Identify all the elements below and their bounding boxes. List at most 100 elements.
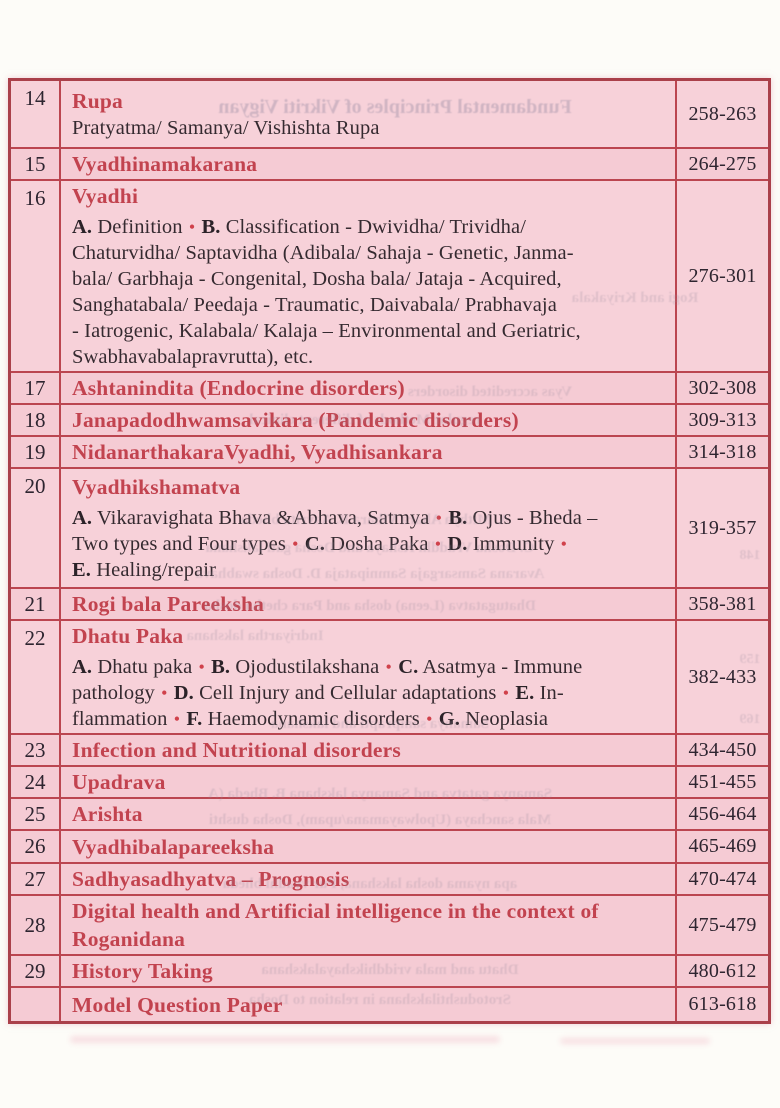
- bullet-icon: •: [173, 709, 181, 729]
- chapter-cell: Model Question Paper: [61, 988, 675, 1021]
- chapter-number: 28: [11, 896, 61, 954]
- table-row: 29 History Taking 480-612: [11, 954, 768, 986]
- bullet-icon: •: [292, 534, 299, 554]
- page-range: 319-357: [675, 469, 768, 587]
- bullet-icon: •: [560, 534, 568, 554]
- bullet-icon: •: [198, 657, 205, 677]
- table-row: 17 Ashtanindita (Endocrine disorders) 302-…: [11, 371, 768, 403]
- bullet-icon: •: [426, 709, 433, 729]
- bullet-icon: •: [385, 657, 392, 677]
- page-range: 470-474: [675, 864, 768, 894]
- chapter-cell: NidanarthakaraVyadhi, Vyadhisankara: [61, 437, 675, 467]
- chapter-number: 25: [11, 799, 61, 829]
- table-row: 18 Janapadodhwamsavikara (Pandemic disord…: [11, 403, 768, 435]
- chapter-detail-line: flammation • F. Haemodynamic disorders •…: [72, 708, 549, 730]
- table-row: 21 Rogi bala Pareeksha 358-381: [11, 587, 768, 619]
- chapter-number: 24: [11, 767, 61, 797]
- bullet-icon: •: [188, 217, 196, 237]
- chapter-title: Dhatu Paka: [72, 624, 184, 648]
- chapter-title: Vyadhi: [72, 184, 139, 208]
- chapter-title: Ashtanindita (Endocrine disorders): [72, 376, 405, 400]
- chapter-number: 16: [11, 181, 61, 371]
- chapter-detail-line: bala/ Garbhaja - Congenital, Dosha bala/…: [72, 268, 562, 290]
- chapter-detail-line: pathology • D. Cell Injury and Cellular …: [72, 682, 564, 704]
- chapter-title: Rupa: [72, 89, 123, 113]
- chapter-number: 27: [11, 864, 61, 894]
- table-row: 20 Vyadhikshamatva A. Vikaravighata Bhava …: [11, 467, 768, 587]
- table-row: 27 Sadhyasadhyatva – Prognosis 470-474: [11, 862, 768, 894]
- chapter-cell: Rogi bala Pareeksha: [61, 589, 675, 619]
- chapter-title: Upadrava: [72, 770, 166, 794]
- chapter-number: 18: [11, 405, 61, 435]
- chapter-cell: Rupa Pratyatma/ Samanya/ Vishishta Rupa: [61, 81, 675, 147]
- chapter-detail-line: A. Dhatu paka • B. Ojodustilakshana • C.…: [72, 656, 583, 678]
- page-range: 434-450: [675, 735, 768, 765]
- chapter-cell: History Taking: [61, 956, 675, 986]
- chapter-cell: Janapadodhwamsavikara (Pandemic disorder…: [61, 405, 675, 435]
- page-range: 314-318: [675, 437, 768, 467]
- chapter-title: Infection and Nutritional disorders: [72, 738, 401, 762]
- chapter-cell: Sadhyasadhyatva – Prognosis: [61, 864, 675, 894]
- chapter-cell: Infection and Nutritional disorders: [61, 735, 675, 765]
- chapter-number: 20: [11, 469, 61, 587]
- table-row: 16 Vyadhi A. Definition • B. Classificatio…: [11, 179, 768, 371]
- table-row: 19 NidanarthakaraVyadhi, Vyadhisankara 314…: [11, 435, 768, 467]
- chapter-cell: Vyadhinamakarana: [61, 149, 675, 179]
- toc-table: 14 Rupa Pratyatma/ Samanya/ Vishishta Rupa…: [8, 78, 771, 1024]
- chapter-cell: Vyadhikshamatva A. Vikaravighata Bhava &A…: [61, 469, 675, 587]
- chapter-subtitle: Pratyatma/ Samanya/ Vishishta Rupa: [72, 117, 380, 139]
- chapter-detail-line: - Iatrogenic, Kalabala/ Kalaja – Environ…: [72, 320, 581, 342]
- page-range: 302-308: [675, 373, 768, 403]
- chapter-cell: Vyadhi A. Definition • B. Classification …: [61, 181, 675, 371]
- page-range: 456-464: [675, 799, 768, 829]
- page-range: 613-618: [675, 988, 768, 1021]
- page-range: 465-469: [675, 831, 768, 862]
- bullet-icon: •: [435, 508, 443, 528]
- scan-smudge: [70, 1036, 500, 1043]
- chapter-detail-line: Chaturvidha/ Saptavidha (Adibala/ Sahaja…: [72, 242, 574, 264]
- chapter-number: 17: [11, 373, 61, 403]
- chapter-number: 26: [11, 831, 61, 862]
- chapter-detail: A. Dhatu paka • B. Ojodustilakshana • C.…: [72, 654, 667, 732]
- chapter-title: NidanarthakaraVyadhi, Vyadhisankara: [72, 440, 443, 464]
- bullet-icon: •: [161, 683, 168, 703]
- page-range: 358-381: [675, 589, 768, 619]
- table-row: Model Question Paper 613-618: [11, 986, 768, 1021]
- chapter-number: 19: [11, 437, 61, 467]
- chapter-number: [11, 988, 61, 1021]
- chapter-detail-line: E. Healing/repair: [72, 559, 217, 581]
- chapter-detail: A. Vikaravighata Bhava &Abhava, Satmya •…: [72, 505, 667, 583]
- chapter-title: History Taking: [72, 959, 213, 983]
- page-range: 475-479: [675, 896, 768, 954]
- chapter-detail-line: Swabhavabalapravrutta), etc.: [72, 346, 314, 368]
- chapter-title: Janapadodhwamsavikara (Pandemic disorder…: [72, 408, 519, 432]
- page-range: 382-433: [675, 621, 768, 733]
- chapter-cell: Dhatu Paka A. Dhatu paka • B. Ojodustilak…: [61, 621, 675, 733]
- chapter-detail-line: Two types and Four types • C. Dosha Paka…: [72, 533, 568, 555]
- chapter-cell: Vyadhibalapareeksha: [61, 831, 675, 862]
- page-range: 264-275: [675, 149, 768, 179]
- chapter-number: 14: [11, 81, 61, 147]
- page-range: 258-263: [675, 81, 768, 147]
- table-row: 26 Vyadhibalapareeksha 465-469: [11, 829, 768, 862]
- chapter-title: Arishta: [72, 802, 143, 826]
- chapter-detail: A. Definition • B. Classification - Dwiv…: [72, 214, 667, 370]
- chapter-detail-line: Sanghatabala/ Peedaja - Traumatic, Daiva…: [72, 294, 557, 316]
- chapter-cell: Ashtanindita (Endocrine disorders): [61, 373, 675, 403]
- scan-smudge: [560, 1038, 710, 1044]
- chapter-title: Sadhyasadhyatva – Prognosis: [72, 867, 350, 891]
- table-row: 15 Vyadhinamakarana 264-275: [11, 147, 768, 179]
- table-row: 24 Upadrava 451-455: [11, 765, 768, 797]
- table-row: 23 Infection and Nutritional disorders 434…: [11, 733, 768, 765]
- table-row: 28 Digital health and Artificial intellig…: [11, 894, 768, 954]
- bullet-icon: •: [434, 534, 442, 554]
- chapter-title: Vyadhikshamatva: [72, 475, 241, 499]
- table-row: 14 Rupa Pratyatma/ Samanya/ Vishishta Rupa…: [11, 81, 768, 147]
- chapter-number: 23: [11, 735, 61, 765]
- chapter-title: Model Question Paper: [72, 992, 283, 1017]
- chapter-cell: Digital health and Artificial intelligen…: [61, 896, 675, 954]
- bullet-icon: •: [502, 683, 510, 703]
- page-range: 451-455: [675, 767, 768, 797]
- chapter-number: 29: [11, 956, 61, 986]
